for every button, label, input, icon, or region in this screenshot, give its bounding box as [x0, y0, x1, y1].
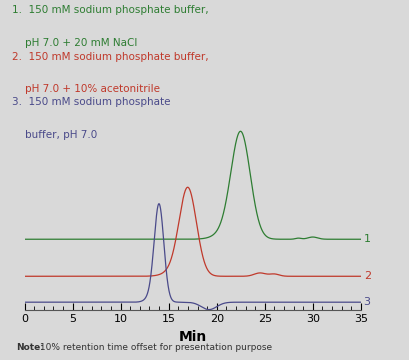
- Text: 3.  150 mM sodium phosphate: 3. 150 mM sodium phosphate: [12, 97, 170, 107]
- Text: buffer, pH 7.0: buffer, pH 7.0: [12, 130, 97, 140]
- Text: 10% retention time offset for presentation purpose: 10% retention time offset for presentati…: [37, 343, 271, 352]
- Text: pH 7.0 + 20 mM NaCl: pH 7.0 + 20 mM NaCl: [12, 38, 137, 48]
- X-axis label: Min: Min: [178, 330, 206, 344]
- Text: Note:: Note:: [16, 343, 44, 352]
- Text: 3: 3: [363, 297, 370, 307]
- Text: pH 7.0 + 10% acetonitrile: pH 7.0 + 10% acetonitrile: [12, 84, 160, 94]
- Text: 2: 2: [363, 271, 370, 281]
- Text: 1: 1: [363, 234, 370, 244]
- Text: 1.  150 mM sodium phosphate buffer,: 1. 150 mM sodium phosphate buffer,: [12, 5, 208, 15]
- Text: 2.  150 mM sodium phosphate buffer,: 2. 150 mM sodium phosphate buffer,: [12, 52, 208, 62]
